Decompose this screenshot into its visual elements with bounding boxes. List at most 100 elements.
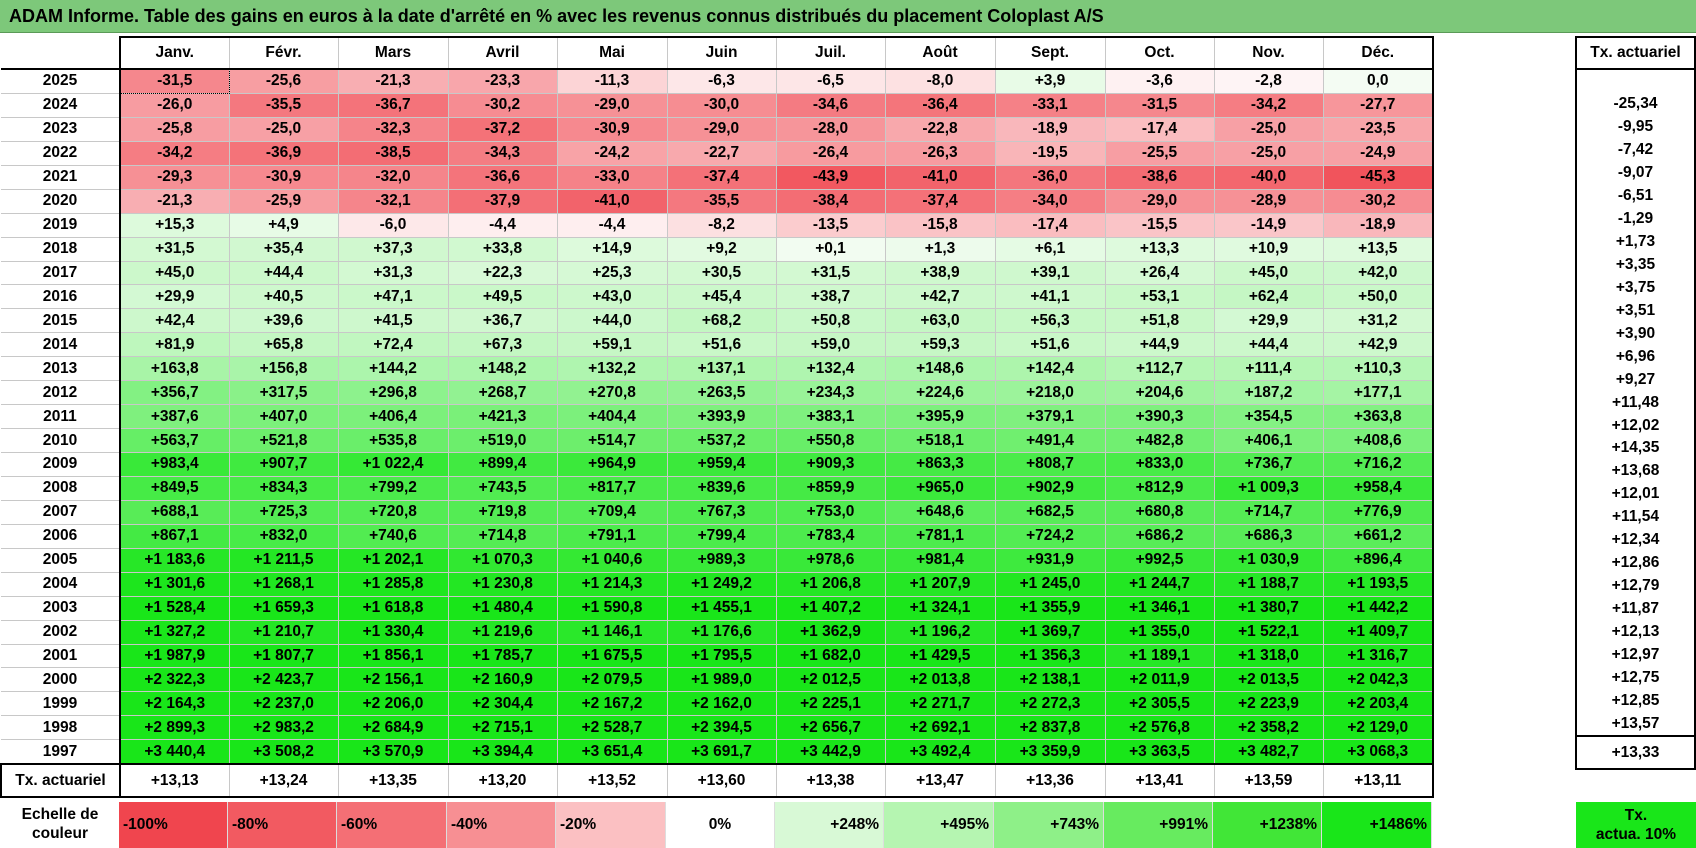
year-label: 1997 bbox=[1, 739, 121, 765]
gain-cell: +1 070,3 bbox=[447, 547, 558, 573]
gain-cell: +10,9 bbox=[1213, 236, 1324, 262]
gain-cell: +783,4 bbox=[775, 523, 886, 549]
gain-cell: -38,6 bbox=[1104, 164, 1215, 190]
gain-cell: +1 480,4 bbox=[447, 595, 558, 621]
table-row: 2018 +31,5 +35,4 +37,3 +33,8 +14,9 +9,2 +0,1 +1,… bbox=[1, 236, 1434, 262]
gain-cell: +1 210,7 bbox=[228, 619, 339, 645]
gain-cell: +387,6 bbox=[119, 404, 230, 430]
table-row: 2013 +163,8 +156,8 +144,2 +148,2 +132,2 +137,1… bbox=[1, 356, 1434, 382]
gain-cell: +187,2 bbox=[1213, 380, 1324, 406]
gain-cell: +1 369,7 bbox=[994, 619, 1106, 645]
side-row: +3,75 bbox=[1575, 276, 1696, 300]
gain-cell: +2 322,3 bbox=[119, 667, 230, 693]
gain-cell: +714,8 bbox=[447, 523, 558, 549]
gain-cell: +36,7 bbox=[447, 308, 558, 334]
gain-cell: +833,0 bbox=[1104, 452, 1215, 477]
gain-cell: +1 189,1 bbox=[1104, 643, 1215, 669]
gain-cell: +1 324,1 bbox=[884, 595, 996, 621]
year-label: 2011 bbox=[1, 404, 121, 430]
gain-cell: +899,4 bbox=[447, 452, 558, 477]
gain-cell: +268,7 bbox=[447, 380, 558, 406]
gain-cell: +1 989,0 bbox=[666, 667, 777, 693]
gain-cell: +218,0 bbox=[994, 380, 1106, 406]
gain-cell: +63,0 bbox=[884, 308, 996, 334]
gain-cell: +725,3 bbox=[228, 499, 339, 525]
gain-cell: -28,9 bbox=[1213, 188, 1324, 214]
gain-cell: -34,0 bbox=[994, 188, 1106, 214]
gain-cell: -25,6 bbox=[228, 68, 339, 94]
gain-cell: -23,3 bbox=[447, 68, 558, 94]
gain-cell: +50,0 bbox=[1322, 284, 1434, 310]
year-label: 2023 bbox=[1, 116, 121, 142]
gain-cell: +421,3 bbox=[447, 404, 558, 430]
gain-cell: -35,5 bbox=[666, 188, 777, 214]
gain-cell: +31,2 bbox=[1322, 308, 1434, 334]
gain-cell: +3 570,9 bbox=[337, 739, 449, 765]
year-label: 2016 bbox=[1, 284, 121, 310]
color-scale-label-line2: couleur bbox=[32, 825, 88, 842]
gain-cell: -41,0 bbox=[884, 164, 996, 190]
year-label: 2005 bbox=[1, 547, 121, 573]
gains-table: Janv. Févr. Mars Avril Mai Juin Juil. Ao… bbox=[0, 36, 1434, 799]
gain-cell: +53,1 bbox=[1104, 284, 1215, 310]
gain-cell: +62,4 bbox=[1213, 284, 1324, 310]
year-label: 2007 bbox=[1, 499, 121, 525]
actuarial-rate-cell bbox=[1575, 69, 1696, 93]
gain-cell: +1 675,5 bbox=[556, 643, 668, 669]
gain-cell: +817,7 bbox=[556, 475, 668, 501]
year-label: 2015 bbox=[1, 308, 121, 334]
gain-cell: +1 856,1 bbox=[337, 643, 449, 669]
gain-cell: +1 659,3 bbox=[228, 595, 339, 621]
gain-cell: +1 522,1 bbox=[1213, 619, 1324, 645]
gain-cell: -6,5 bbox=[775, 68, 886, 94]
gain-cell: +2 272,3 bbox=[994, 691, 1106, 717]
actuarial-rate-cell: +12,02 bbox=[1575, 414, 1696, 437]
gain-cell: -38,5 bbox=[337, 140, 449, 166]
gain-cell: +1 301,6 bbox=[119, 571, 230, 597]
actuarial-rate-cell: +12,13 bbox=[1575, 620, 1696, 644]
gain-cell: +1 183,6 bbox=[119, 547, 230, 573]
gain-cell: +1 219,6 bbox=[447, 619, 558, 645]
gain-cell: +3,9 bbox=[994, 68, 1106, 94]
gain-cell: +563,7 bbox=[119, 428, 230, 453]
actuarial-rate-cell: -7,42 bbox=[1575, 138, 1696, 162]
gain-cell: +753,0 bbox=[775, 499, 886, 525]
footer-rate-cell: +13,52 bbox=[556, 763, 668, 799]
gain-cell: +59,3 bbox=[884, 332, 996, 358]
gain-cell: -37,4 bbox=[666, 164, 777, 190]
gain-cell: +859,9 bbox=[775, 475, 886, 501]
actuarial-rate-cell: +12,79 bbox=[1575, 574, 1696, 598]
gain-cell: +1 214,3 bbox=[556, 571, 668, 597]
gain-cell: +9,2 bbox=[666, 236, 777, 262]
gain-cell: +799,4 bbox=[666, 523, 777, 549]
side-row: +13,57 bbox=[1575, 712, 1696, 737]
gain-cell: +65,8 bbox=[228, 332, 339, 358]
color-scale-step: +1238% bbox=[1213, 802, 1322, 848]
actuarial-rate-cell: +12,01 bbox=[1575, 482, 1696, 506]
gain-cell: +1 785,7 bbox=[447, 643, 558, 669]
gain-cell: +709,4 bbox=[556, 499, 668, 525]
year-label: 2012 bbox=[1, 380, 121, 406]
gain-cell: +983,4 bbox=[119, 452, 230, 477]
actuarial-rate-cell: +13,57 bbox=[1575, 712, 1696, 737]
actuarial-rate-cell: +11,87 bbox=[1575, 597, 1696, 621]
gain-cell: -2,8 bbox=[1213, 68, 1324, 94]
gain-cell: +156,8 bbox=[228, 356, 339, 382]
gain-cell: +1 211,5 bbox=[228, 547, 339, 573]
gain-cell: +688,1 bbox=[119, 499, 230, 525]
actuarial-rate-cell: +12,34 bbox=[1575, 528, 1696, 552]
actuarial-rate-header: Tx. actuariel bbox=[1575, 36, 1696, 70]
side-row: +3,90 bbox=[1575, 322, 1696, 346]
side-row: +1,73 bbox=[1575, 230, 1696, 254]
gain-cell: +1 987,9 bbox=[119, 643, 230, 669]
gain-cell: -18,9 bbox=[994, 116, 1106, 142]
footer-rate-cell: +13,11 bbox=[1322, 763, 1434, 799]
actuarial-rate-cell: +6,96 bbox=[1575, 345, 1696, 369]
gain-cell: +59,1 bbox=[556, 332, 668, 358]
gain-cell: +407,0 bbox=[228, 404, 339, 430]
gain-cell: -32,0 bbox=[337, 164, 449, 190]
table-row: 2000 +2 322,3 +2 423,7 +2 156,1 +2 160,9 +2 0… bbox=[1, 667, 1434, 693]
gain-cell: +30,5 bbox=[666, 260, 777, 286]
footer-rate-cell: +13,24 bbox=[228, 763, 339, 799]
gain-cell: +1 327,2 bbox=[119, 619, 230, 645]
